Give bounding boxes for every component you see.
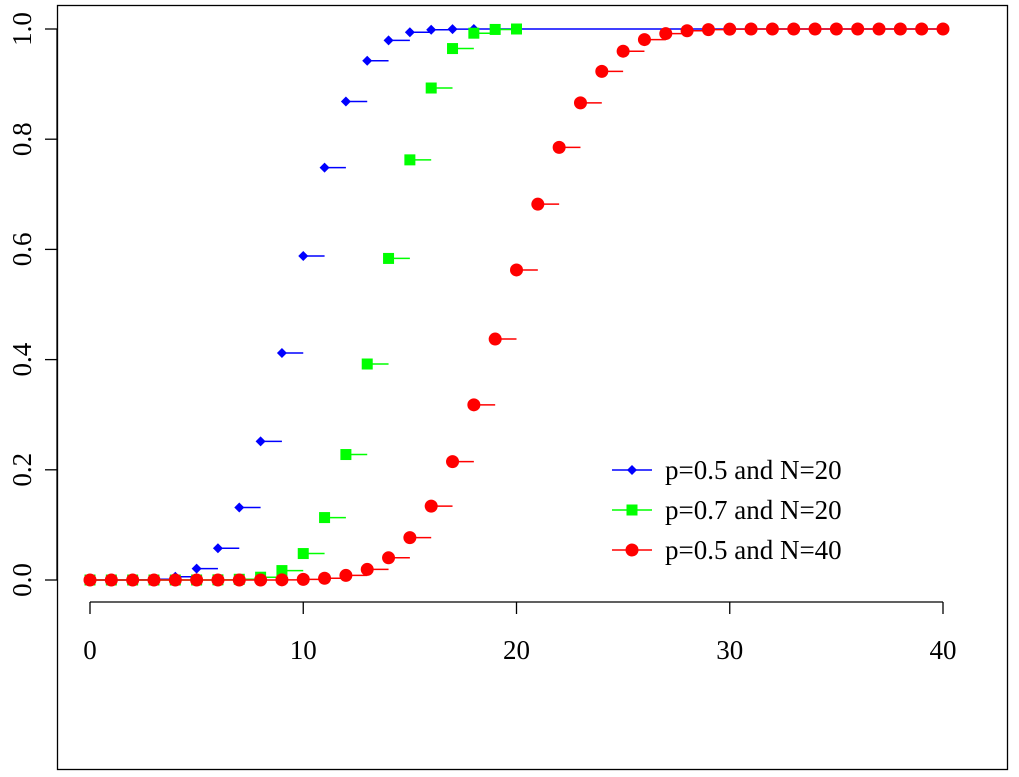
circle-marker	[573, 96, 587, 110]
circle-marker	[936, 22, 950, 36]
circle-marker	[552, 140, 566, 154]
legend-label: p=0.5 and N=20	[665, 455, 842, 485]
circle-marker	[915, 22, 929, 36]
circle-marker	[168, 573, 182, 587]
diamond-marker	[426, 24, 437, 35]
circle-marker	[446, 455, 460, 469]
circle-marker	[625, 543, 639, 557]
diamond-marker	[627, 465, 637, 475]
diamond-marker	[319, 162, 330, 173]
circle-marker	[190, 573, 204, 587]
circle-marker	[339, 568, 353, 582]
plot-frame	[56, 4, 1009, 771]
y-tick-label: 0.0	[7, 563, 37, 597]
circle-marker	[829, 22, 843, 36]
diamond-marker	[340, 96, 351, 107]
square-marker	[511, 23, 522, 35]
circle-marker	[723, 22, 737, 36]
circle-marker	[424, 499, 438, 513]
circle-marker	[701, 23, 715, 37]
circle-marker	[893, 22, 907, 36]
square-marker	[319, 512, 331, 524]
circle-marker	[616, 44, 630, 58]
circle-marker	[403, 531, 417, 545]
diamond-marker	[362, 55, 373, 66]
circle-marker	[872, 22, 886, 36]
circle-marker	[765, 22, 779, 36]
circle-marker	[232, 573, 246, 587]
y-tick-label: 0.8	[7, 122, 37, 156]
circle-marker	[360, 562, 374, 576]
square-marker	[361, 358, 373, 370]
diamond-marker	[255, 436, 266, 447]
circle-marker	[254, 573, 268, 587]
circle-marker	[126, 573, 140, 587]
diamond-marker	[447, 24, 458, 35]
series-2	[83, 22, 950, 587]
diamond-marker	[383, 35, 394, 46]
circle-marker	[680, 24, 694, 38]
circle-marker	[659, 27, 673, 41]
legend: p=0.5 and N=20 p=0.7 and N=20 p=0.5 and N=…	[612, 455, 842, 565]
circle-marker	[211, 573, 225, 587]
x-tick-label: 0	[83, 635, 97, 665]
x-tick-label: 20	[503, 635, 530, 665]
circle-marker	[467, 398, 481, 412]
square-marker	[626, 504, 638, 516]
circle-marker	[296, 572, 310, 586]
y-tick-label: 1.0	[7, 12, 37, 46]
circle-marker	[318, 571, 332, 585]
circle-marker	[637, 33, 651, 47]
legend-label: p=0.7 and N=20	[665, 495, 842, 525]
square-marker	[276, 565, 288, 577]
diamond-marker	[298, 250, 309, 261]
square-marker	[340, 449, 352, 461]
circle-marker	[808, 22, 822, 36]
legend-label: p=0.5 and N=40	[665, 535, 842, 565]
circle-marker	[382, 551, 396, 565]
circle-marker	[510, 263, 523, 277]
diamond-marker	[234, 502, 245, 513]
circle-marker	[104, 573, 118, 587]
y-tick-label: 0.4	[7, 342, 37, 376]
y-tick-label: 0.2	[7, 453, 37, 487]
diamond-marker	[404, 27, 415, 38]
square-marker	[404, 154, 416, 166]
square-marker	[447, 43, 459, 55]
circle-marker	[531, 197, 545, 211]
square-marker	[297, 548, 309, 560]
circle-marker	[488, 332, 502, 346]
circle-marker	[83, 573, 97, 587]
square-marker	[425, 82, 437, 94]
circle-marker	[787, 22, 801, 36]
circle-marker	[275, 573, 289, 587]
diamond-marker	[276, 348, 287, 359]
diamond-marker	[191, 563, 202, 574]
diamond-marker	[212, 543, 223, 554]
y-tick-label: 0.6	[7, 233, 37, 267]
x-tick-label: 10	[290, 635, 317, 665]
circle-marker	[851, 22, 865, 36]
square-marker	[383, 252, 395, 264]
series-1	[84, 23, 522, 586]
circle-marker	[147, 573, 161, 587]
square-marker	[468, 27, 480, 39]
circle-marker	[595, 64, 609, 78]
circle-marker	[744, 22, 758, 36]
square-marker	[489, 23, 501, 35]
x-tick-label: 30	[716, 635, 743, 665]
x-tick-label: 40	[930, 635, 957, 665]
